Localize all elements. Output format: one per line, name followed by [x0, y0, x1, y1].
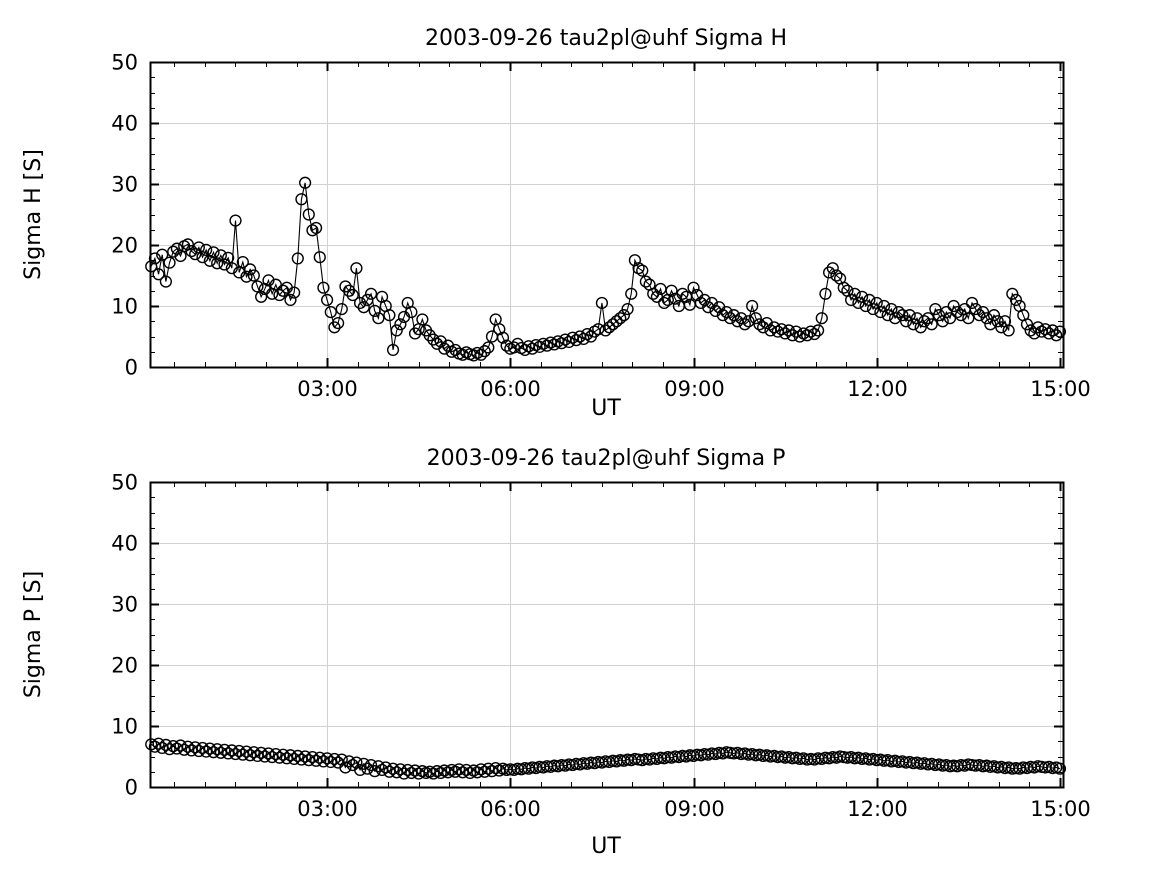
y-tick-label: 40: [111, 112, 138, 136]
y-tick-label: 10: [111, 295, 138, 319]
sigma-h-data: [145, 176, 1067, 362]
y-tick-label: 30: [111, 593, 138, 617]
x-tick-label: 15:00: [1030, 377, 1091, 401]
sigma-p-y-axis-label: Sigma P [S]: [21, 571, 46, 698]
sigma-h-chart-svg: 0 10 20 30 40 50 03:00 06:00 09:00 12:00 15:00 200…: [21, 26, 1091, 421]
x-tick-label: 03:00: [297, 797, 358, 821]
sigma-p-ticklabels: 0 10 20 30 40 50 03:00 06:00 09:00 12:00 15:00: [111, 471, 1091, 822]
sigma-h-title: 2003-09-26 tau2pl@uhf Sigma H: [425, 26, 787, 51]
y-tick-label: 30: [111, 173, 138, 197]
sigma-h-y-axis-label: Sigma H [S]: [21, 149, 46, 280]
x-tick-label: 09:00: [664, 797, 725, 821]
x-tick-label: 09:00: [664, 377, 725, 401]
plot-panel-sigma-p: 0 10 20 30 40 50 03:00 06:00 09:00 12:00 15:00 200…: [0, 420, 1167, 875]
sigma-p-data: [145, 737, 1067, 780]
x-tick-label: 15:00: [1030, 797, 1091, 821]
sigma-h-ticklabels: 0 10 20 30 40 50 03:00 06:00 09:00 12:00 15:00: [111, 51, 1091, 402]
sigma-p-chart-svg: 0 10 20 30 40 50 03:00 06:00 09:00 12:00 15:00 200…: [21, 446, 1091, 859]
x-tick-label: 06:00: [480, 797, 541, 821]
y-tick-label: 0: [125, 776, 138, 800]
sigma-p-grid: [150, 482, 1063, 787]
y-tick-label: 10: [111, 715, 138, 739]
x-tick-label: 12:00: [847, 797, 908, 821]
sigma-p-x-axis-label: UT: [591, 834, 621, 859]
y-tick-label: 20: [111, 234, 138, 258]
y-tick-label: 50: [111, 471, 138, 495]
y-tick-label: 40: [111, 532, 138, 556]
sigma-p-title: 2003-09-26 tau2pl@uhf Sigma P: [427, 446, 786, 471]
y-tick-label: 0: [125, 356, 138, 380]
sigma-h-grid: [150, 62, 1063, 367]
sigma-h-axes: [149, 61, 1065, 369]
x-tick-label: 12:00: [847, 377, 908, 401]
y-tick-label: 50: [111, 51, 138, 75]
x-tick-label: 06:00: [480, 377, 541, 401]
sigma-h-x-axis-label: UT: [591, 396, 621, 421]
x-tick-label: 03:00: [297, 377, 358, 401]
plot-panel-sigma-h: 0 10 20 30 40 50 03:00 06:00 09:00 12:00 15:00 200…: [0, 0, 1167, 437]
sigma-p-axes: [149, 481, 1065, 789]
y-tick-label: 20: [111, 654, 138, 678]
